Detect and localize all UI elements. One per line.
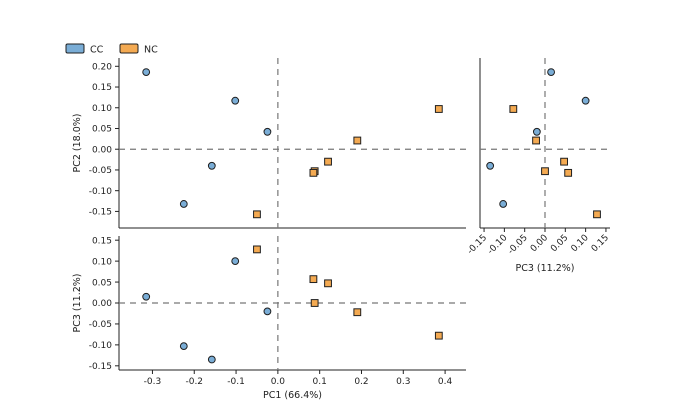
x-axis-title: PC3 (11.2%) [515,263,574,274]
point-nc [309,168,318,177]
x-tick-label: 0.4 [438,377,453,387]
x-tick-label: 0.1 [313,377,327,387]
y-tick-label: 0.15 [92,83,112,93]
point-cc [179,342,188,351]
y-axis-title: PC3 (11.2%) [72,273,83,332]
y-tick-label: 0.15 [92,236,112,246]
point-nc [309,275,318,284]
point-cc [581,96,590,105]
x-tick-label: 0.0 [271,377,286,387]
point-cc [486,161,495,170]
y-tick-label: 0.00 [92,145,112,155]
point-nc [532,136,540,145]
point-cc [207,355,216,364]
point-nc [324,279,332,288]
point-nc [560,157,568,166]
y-axis-title: PC2 (18.0%) [72,113,83,172]
point-nc [593,210,601,219]
point-cc [142,68,151,76]
point-nc [253,210,261,219]
x-tick-label: -0.3 [144,377,162,387]
point-nc [434,331,443,340]
y-tick-label: -0.10 [89,187,113,197]
x-tick-label: -0.15 [466,233,490,257]
point-cc [263,307,272,316]
point-cc [231,96,240,105]
y-tick-label: 0.05 [92,125,112,135]
legend-swatch-cc [65,43,85,54]
legend-swatch-nc [119,43,139,54]
point-nc [310,299,319,307]
panel-pc1-pc2: 0.20 0.15 0.10 0.05 0.00 -0.05 -0.10 -0.15 PC2 (… [72,58,466,229]
y-tick-label: -0.10 [89,341,113,351]
legend: CC NC [65,43,158,56]
y-tick-label: 0.10 [92,104,112,114]
y-tick-label: -0.15 [89,362,112,372]
y-tick-label: -0.05 [89,166,112,176]
x-tick-label: 0.05 [549,233,570,254]
point-cc [207,161,216,170]
x-tick-label: 0.00 [529,233,550,254]
x-tick-label: 0.3 [396,377,410,387]
legend-label-nc: NC [144,45,158,56]
point-cc [532,127,541,136]
x-tick-label: 0.2 [354,377,368,387]
panel-pc3-pc2: -0.15-0.10-0.05 0.00 0.05 0.10 0.15 PC3 (11.2… [466,58,611,274]
point-nc [353,308,362,317]
point-nc [509,105,518,113]
legend-label-cc: CC [90,45,104,56]
x-tick-label: -0.05 [506,233,530,257]
x-tick-label: 0.10 [570,233,591,254]
y-tick-label: 0.20 [92,62,112,72]
y-tick-label: 0.05 [92,278,112,288]
y-tick-label: 0.10 [92,257,112,267]
x-tick-label: -0.1 [227,377,245,387]
panel-pc1-pc3: 0.15 0.10 0.05 0.00 -0.05 -0.10 -0.15 -0.3 -0.2 -… [72,236,466,401]
x-tick-label: -0.2 [185,377,203,387]
point-cc [142,292,151,301]
point-cc [547,68,555,76]
point-cc [263,127,272,136]
point-nc [324,157,332,166]
x-tick-label: -0.10 [486,233,510,257]
point-nc [253,245,261,254]
point-cc [499,200,508,208]
point-cc [231,257,240,266]
x-tick-label: 0.15 [590,233,611,254]
point-nc [434,105,443,113]
point-cc [179,200,188,208]
point-nc [564,168,573,177]
y-tick-label: -0.05 [89,320,112,330]
point-nc [353,136,362,145]
x-axis-title: PC1 (66.4%) [263,390,322,401]
point-nc [541,167,549,176]
y-tick-label: 0.00 [92,299,112,309]
y-tick-label: -0.15 [89,208,112,218]
